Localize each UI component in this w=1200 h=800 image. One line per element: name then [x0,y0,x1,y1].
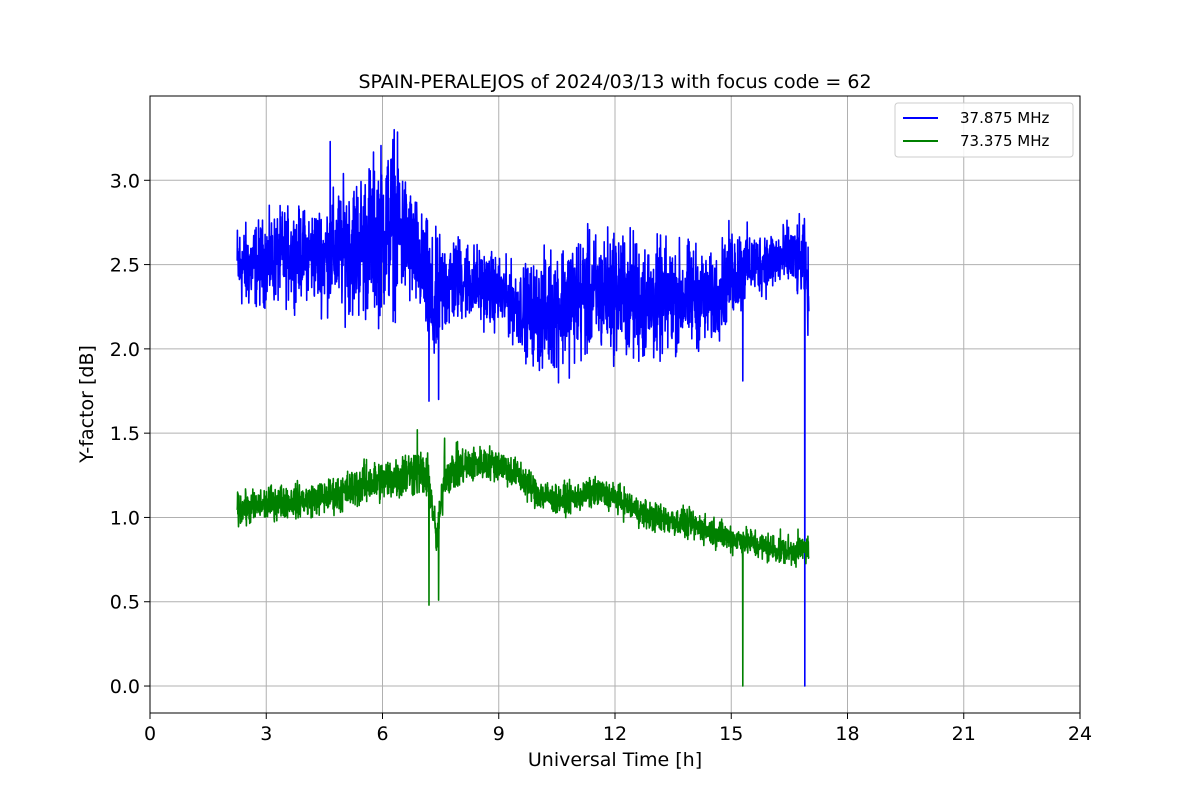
series-line-73375 [236,429,810,687]
series-layer [236,128,810,687]
x-tick-label: 0 [144,723,156,745]
chart-title: SPAIN-PERALEJOS of 2024/03/13 with focus… [358,71,871,93]
legend-box [894,102,1074,158]
legend-label-73375: 73.375 MHz [960,132,1049,150]
y-tick-label: 3.0 [110,170,140,192]
legend-label-37875: 37.875 MHz [960,109,1049,127]
grid-layer [149,96,1081,713]
x-tick-label: 3 [260,723,272,745]
y-tick-label: 1.0 [110,507,140,529]
legend[interactable]: 37.875 MHz 73.375 MHz [894,102,1074,158]
x-tick-label: 9 [493,723,505,745]
series-line-37875 [236,128,810,687]
y-tick-label: 2.0 [110,339,140,361]
x-tick-label: 15 [719,723,743,745]
x-axis-label: Universal Time [h] [528,749,702,771]
y-axis-label: Y-factor [dB] [76,345,98,464]
ticks-layer: 0 3 6 9 12 15 18 21 24 0.0 0.5 1.0 1.5 2.0 2.5 3.0 [110,170,1092,745]
y-tick-label: 2.5 [110,255,140,277]
y-tick-label: 0.0 [110,676,140,698]
x-tick-label: 12 [603,723,627,745]
x-tick-label: 21 [952,723,976,745]
x-tick-label: 24 [1068,723,1092,745]
x-tick-label: 18 [835,723,859,745]
y-tick-label: 1.5 [110,423,140,445]
x-tick-label: 6 [376,723,388,745]
y-tick-label: 0.5 [110,592,140,614]
